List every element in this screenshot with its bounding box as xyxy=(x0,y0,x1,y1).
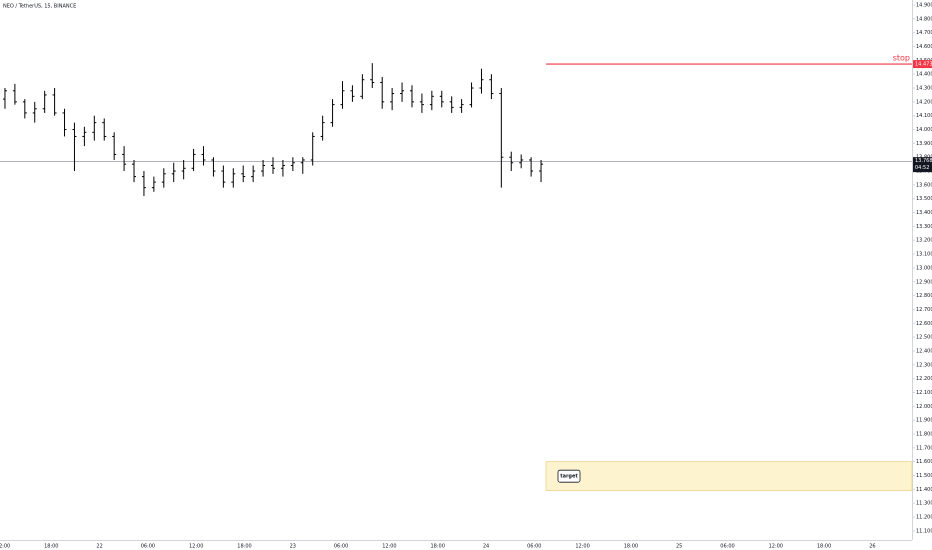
target-zone xyxy=(545,461,913,492)
x-tick-label: 12:00 xyxy=(0,544,10,550)
y-tick-label: 13.300 xyxy=(916,224,932,230)
y-tick-label: 14.600 xyxy=(916,44,932,50)
y-tick-label: 13.000 xyxy=(916,265,932,271)
x-tick-label: 26 xyxy=(869,544,875,550)
y-tick-label: 14.200 xyxy=(916,99,932,105)
x-tick-label: 24 xyxy=(483,544,489,550)
last-price-tag xyxy=(913,157,932,173)
y-tick-label: 13.600 xyxy=(916,182,932,188)
y-tick-label: 14.400 xyxy=(916,72,932,78)
y-tick-label: 11.400 xyxy=(916,487,932,493)
y-tick-label: 13.100 xyxy=(916,252,932,258)
x-tick-label: 18:00 xyxy=(430,544,444,550)
y-tick-label: 12.500 xyxy=(916,335,932,341)
x-tick-label: 23 xyxy=(290,544,296,550)
countdown-label: 04:52 xyxy=(915,165,929,171)
x-tick-label: 22 xyxy=(96,544,102,550)
y-tick-label: 12.100 xyxy=(916,390,932,396)
stop-price-label: 14.473 xyxy=(915,62,932,68)
y-tick-label: 12.300 xyxy=(916,362,932,368)
y-tick-label: 12.700 xyxy=(916,307,932,313)
x-tick-label: 18:00 xyxy=(624,544,638,550)
y-tick-label: 13.900 xyxy=(916,141,932,147)
y-tick-label: 14.000 xyxy=(916,127,932,133)
y-tick-label: 14.700 xyxy=(916,30,932,36)
target-label: target xyxy=(560,474,578,480)
x-tick-label: 18:00 xyxy=(44,544,58,550)
x-tick-label: 06:00 xyxy=(527,544,541,550)
y-tick-label: 14.300 xyxy=(916,86,932,92)
y-tick-label: 11.300 xyxy=(916,501,932,507)
y-tick-label: 12.200 xyxy=(916,376,932,382)
last-price-label: 13.768 xyxy=(915,158,932,164)
x-tick-label: 25 xyxy=(676,544,682,550)
x-tick-label: 18:00 xyxy=(817,544,831,550)
y-tick-label: 11.800 xyxy=(916,431,932,437)
y-tick-label: 14.100 xyxy=(916,113,932,119)
y-tick-label: 13.400 xyxy=(916,210,932,216)
x-tick-label: 12:00 xyxy=(382,544,396,550)
y-tick-label: 13.500 xyxy=(916,196,932,202)
y-tick-label: 12.800 xyxy=(916,293,932,299)
y-tick-label: 12.400 xyxy=(916,348,932,354)
y-tick-label: 12.600 xyxy=(916,321,932,327)
y-tick-label: 11.200 xyxy=(916,515,932,521)
y-tick-label: 14.800 xyxy=(916,16,932,22)
y-tick-label: 11.700 xyxy=(916,445,932,451)
x-tick-label: 06:00 xyxy=(720,544,734,550)
y-tick-label: 12.000 xyxy=(916,404,932,410)
y-tick-label: 11.500 xyxy=(916,473,932,479)
y-tick-label: 11.600 xyxy=(916,459,932,465)
x-tick-label: 12:00 xyxy=(769,544,783,550)
y-tick-label: 13.200 xyxy=(916,238,932,244)
stop-label: stop xyxy=(893,54,910,63)
x-tick-label: 06:00 xyxy=(141,544,155,550)
chart-title: NEO / TetherUS, 15, BINANCE xyxy=(3,4,76,10)
y-tick-label: 14.900 xyxy=(916,2,932,8)
stop-price-tag xyxy=(913,60,932,69)
x-tick-label: 12:00 xyxy=(575,544,589,550)
y-tick-label: 11.100 xyxy=(916,528,932,534)
target-label-box xyxy=(557,469,581,483)
x-tick-label: 12:00 xyxy=(189,544,203,550)
y-tick-label: 12.900 xyxy=(916,279,932,285)
y-tick-label: 11.900 xyxy=(916,418,932,424)
x-tick-label: 18:00 xyxy=(237,544,251,550)
x-tick-label: 06:00 xyxy=(334,544,348,550)
